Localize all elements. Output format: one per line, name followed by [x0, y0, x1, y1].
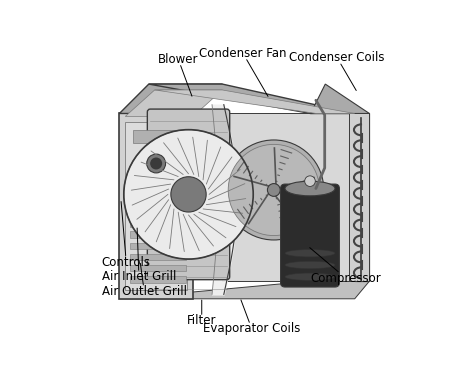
- Text: Evaporator Coils: Evaporator Coils: [203, 300, 301, 335]
- Ellipse shape: [285, 181, 335, 196]
- Circle shape: [228, 144, 319, 236]
- Text: Controls: Controls: [102, 202, 151, 269]
- Polygon shape: [125, 90, 222, 117]
- Polygon shape: [310, 84, 369, 113]
- Circle shape: [171, 177, 206, 212]
- Text: Air Outlet Grill: Air Outlet Grill: [102, 263, 187, 298]
- Polygon shape: [130, 254, 185, 260]
- Ellipse shape: [285, 249, 335, 257]
- Polygon shape: [119, 281, 369, 299]
- Circle shape: [267, 184, 280, 196]
- Polygon shape: [130, 209, 185, 215]
- Circle shape: [224, 140, 324, 240]
- Polygon shape: [130, 265, 185, 272]
- Polygon shape: [119, 113, 193, 299]
- Text: Filter: Filter: [187, 300, 217, 327]
- Circle shape: [147, 154, 165, 173]
- Text: Compressor: Compressor: [310, 248, 381, 285]
- Polygon shape: [125, 122, 187, 290]
- Text: Air Inlet Grill: Air Inlet Grill: [102, 228, 176, 283]
- Ellipse shape: [285, 261, 335, 269]
- Polygon shape: [355, 113, 369, 281]
- Polygon shape: [130, 198, 185, 204]
- Polygon shape: [349, 113, 369, 281]
- Polygon shape: [130, 220, 185, 227]
- Polygon shape: [149, 84, 355, 113]
- Text: Condenser Fan: Condenser Fan: [199, 47, 287, 96]
- Circle shape: [151, 158, 162, 169]
- Circle shape: [124, 129, 253, 259]
- Polygon shape: [155, 90, 355, 113]
- Text: Blower: Blower: [158, 53, 199, 96]
- Text: Condenser Coils: Condenser Coils: [289, 51, 385, 91]
- Polygon shape: [355, 113, 369, 281]
- FancyBboxPatch shape: [147, 109, 230, 280]
- Polygon shape: [130, 276, 185, 283]
- Circle shape: [305, 176, 315, 186]
- Polygon shape: [119, 84, 222, 113]
- Polygon shape: [222, 113, 355, 281]
- Polygon shape: [133, 129, 182, 143]
- Polygon shape: [130, 231, 185, 238]
- Ellipse shape: [285, 273, 335, 280]
- Polygon shape: [130, 243, 185, 249]
- Ellipse shape: [283, 259, 337, 277]
- FancyBboxPatch shape: [281, 184, 339, 287]
